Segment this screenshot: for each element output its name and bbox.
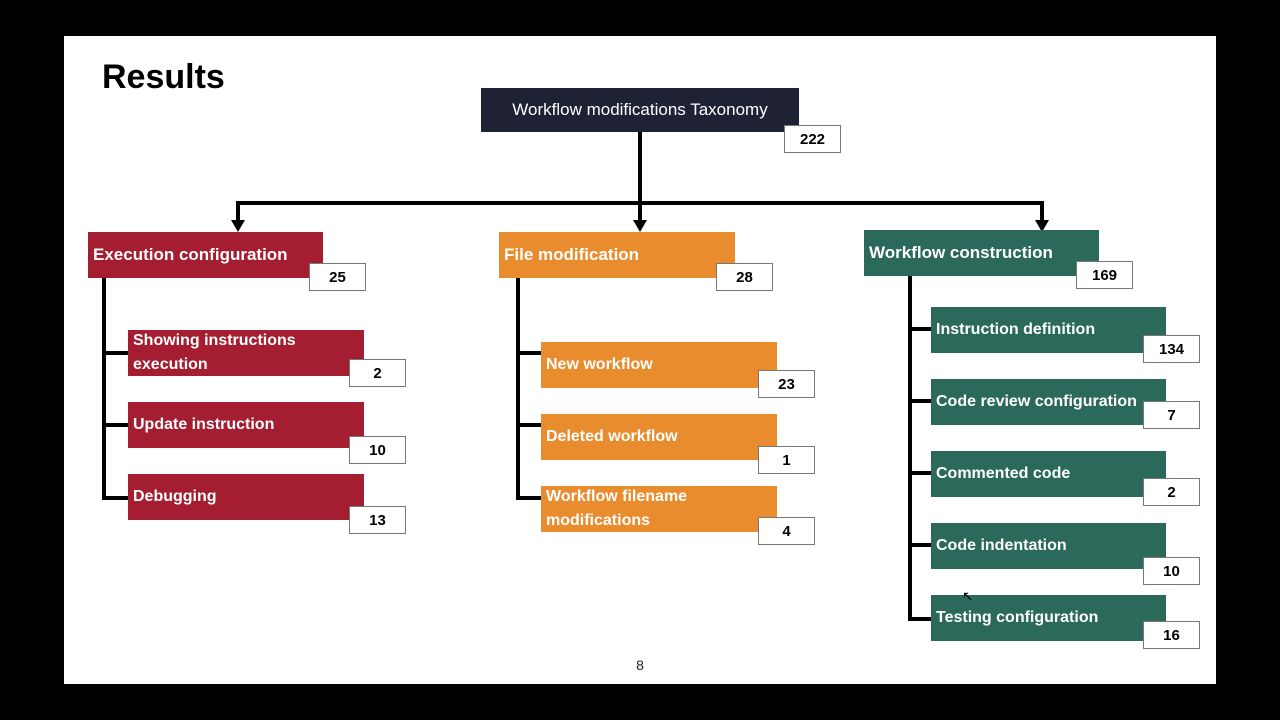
branch-line <box>908 617 931 621</box>
node-label: New workflow <box>546 356 653 373</box>
connector-construction <box>1040 201 1044 221</box>
node-label: Showing instructions execution <box>133 332 296 373</box>
node-label: Code indentation <box>936 537 1067 554</box>
arrow-down-icon <box>231 220 245 232</box>
root-connector <box>638 132 642 220</box>
node-label: Update instruction <box>133 416 275 433</box>
branch-line <box>908 471 931 475</box>
node-code-review-configuration: Code review configuration <box>931 379 1166 425</box>
node-label: Deleted workflow <box>546 428 678 445</box>
page-number: 8 <box>636 657 644 673</box>
tree-line <box>516 278 520 500</box>
node-count: 10 <box>1143 557 1200 585</box>
connector-execution <box>236 201 240 221</box>
node-commented-code: Commented code <box>931 451 1166 497</box>
category-execution-configuration: Execution configuration <box>88 232 323 278</box>
node-count: 7 <box>1143 401 1200 429</box>
node-label: Workflow filename modifications <box>546 488 688 529</box>
node-update-instruction: Update instruction <box>128 402 364 448</box>
category-label: File modification <box>504 245 640 264</box>
node-code-indentation: Code indentation <box>931 523 1166 569</box>
node-instruction-definition: Instruction definition <box>931 307 1166 353</box>
node-count: 16 <box>1143 621 1200 649</box>
node-count: 4 <box>758 517 815 545</box>
category-label: Workflow construction <box>869 243 1053 262</box>
node-count: 1 <box>758 446 815 474</box>
branch-line <box>102 423 128 427</box>
node-count: 2 <box>1143 478 1200 506</box>
branch-line <box>908 327 931 331</box>
slide-title: Results <box>102 58 225 96</box>
category-connector <box>236 201 1044 205</box>
node-count: 2 <box>349 359 406 387</box>
category-count: 25 <box>309 263 366 291</box>
mouse-cursor-icon: ↖ <box>962 588 974 604</box>
node-testing-configuration: Testing configuration <box>931 595 1166 641</box>
node-label: Code review configuration <box>936 393 1137 410</box>
node-debugging: Debugging <box>128 474 364 520</box>
category-count: 28 <box>716 263 773 291</box>
node-label: Testing configuration <box>936 609 1099 626</box>
node-count: 13 <box>349 506 406 534</box>
branch-line <box>908 399 931 403</box>
node-count: 134 <box>1143 335 1200 363</box>
arrow-down-icon <box>633 220 647 232</box>
node-workflow-filename-modifications: Workflow filename modifications <box>541 486 777 532</box>
category-label: Execution configuration <box>93 245 288 264</box>
category-file-modification: File modification <box>499 232 735 278</box>
root-node: Workflow modifications Taxonomy <box>481 88 799 132</box>
node-count: 23 <box>758 370 815 398</box>
node-count: 10 <box>349 436 406 464</box>
branch-line <box>102 496 128 500</box>
arrow-down-icon <box>1035 220 1049 232</box>
node-showing-instructions-execution: Showing instructions execution <box>128 330 364 376</box>
branch-line <box>516 496 542 500</box>
node-new-workflow: New workflow <box>541 342 777 388</box>
branch-line <box>102 351 128 355</box>
node-deleted-workflow: Deleted workflow <box>541 414 777 460</box>
branch-line <box>516 423 542 427</box>
category-count: 169 <box>1076 261 1133 289</box>
node-label: Instruction definition <box>936 321 1096 338</box>
node-label: Commented code <box>936 465 1071 482</box>
root-count: 222 <box>784 125 841 153</box>
tree-line <box>908 276 912 621</box>
root-label: Workflow modifications Taxonomy <box>512 100 768 119</box>
tree-line <box>102 278 106 500</box>
category-workflow-construction: Workflow construction <box>864 230 1099 276</box>
branch-line <box>908 543 931 547</box>
branch-line <box>516 351 542 355</box>
node-label: Debugging <box>133 488 217 505</box>
